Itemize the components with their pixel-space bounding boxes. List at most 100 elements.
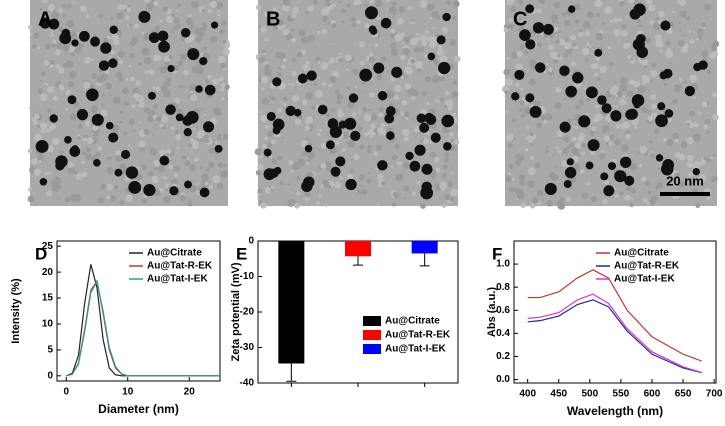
texture <box>85 153 92 160</box>
nanoparticle <box>98 60 110 71</box>
texture <box>688 30 692 33</box>
texture <box>189 94 198 102</box>
texture <box>277 155 283 161</box>
texture <box>292 6 300 14</box>
nanoparticle <box>165 104 176 115</box>
texture <box>595 32 604 41</box>
texture <box>582 21 591 29</box>
texture <box>424 54 428 58</box>
nanoparticle <box>661 162 674 176</box>
texture <box>201 26 207 32</box>
texture <box>109 94 112 97</box>
texture <box>529 131 535 137</box>
texture <box>507 172 511 176</box>
nanoparticle <box>143 183 156 197</box>
texture <box>591 126 597 132</box>
texture <box>704 118 711 125</box>
texture <box>585 126 588 130</box>
texture <box>589 44 592 48</box>
texture <box>571 136 577 142</box>
nanoparticle <box>35 139 49 153</box>
texture <box>641 74 647 81</box>
nanoparticle <box>534 62 546 73</box>
texture <box>203 113 207 117</box>
nanoparticle <box>529 105 542 118</box>
texture <box>369 81 373 84</box>
texture <box>77 133 80 137</box>
texture <box>370 114 378 121</box>
texture <box>347 140 356 148</box>
y-tick-label: 0.6 <box>496 305 510 316</box>
texture <box>695 203 701 209</box>
texture <box>123 8 128 12</box>
texture <box>335 89 340 94</box>
texture <box>665 50 674 59</box>
x-tick-label: 450 <box>550 389 567 400</box>
nanoparticle <box>187 48 200 61</box>
texture <box>711 45 717 51</box>
texture <box>657 10 665 18</box>
legend-label: Au@Tat-I-EK <box>147 274 208 285</box>
legend-label: Au@Tat-R-EK <box>614 261 680 272</box>
legend-swatch <box>363 330 381 340</box>
texture <box>451 91 459 98</box>
texture <box>170 126 175 131</box>
texture <box>686 154 694 162</box>
texture <box>322 14 328 21</box>
texture <box>527 167 536 176</box>
y-tick-label: 15 <box>42 293 54 304</box>
texture <box>436 49 444 56</box>
texture <box>625 185 631 192</box>
texture <box>84 56 92 64</box>
texture <box>519 100 525 106</box>
texture <box>85 147 91 153</box>
texture <box>712 153 716 157</box>
texture <box>336 99 341 105</box>
nanoparticle <box>364 6 378 20</box>
y-axis-label: Intensity (%) <box>10 278 22 344</box>
texture <box>678 0 686 7</box>
texture <box>556 130 564 138</box>
texture <box>127 144 130 147</box>
texture <box>369 52 374 57</box>
texture <box>33 168 41 176</box>
nanoparticle <box>373 62 385 74</box>
texture <box>400 54 406 61</box>
texture <box>129 23 133 27</box>
texture <box>411 18 415 22</box>
texture <box>630 188 637 194</box>
texture <box>594 55 601 62</box>
texture <box>223 164 227 167</box>
texture <box>545 113 553 121</box>
texture <box>420 202 426 209</box>
texture <box>619 191 624 196</box>
nanoparticle <box>585 161 594 170</box>
nanoparticle <box>655 154 664 162</box>
texture <box>109 194 117 202</box>
texture <box>548 44 554 51</box>
texture <box>545 63 549 66</box>
nanoparticle <box>625 109 636 120</box>
texture <box>564 20 571 27</box>
texture <box>583 87 586 91</box>
texture <box>651 112 657 118</box>
texture <box>586 112 590 116</box>
texture <box>510 6 517 13</box>
texture <box>669 61 672 65</box>
texture <box>195 35 203 43</box>
texture <box>147 170 154 177</box>
y-tick-label: -20 <box>240 307 255 318</box>
texture <box>344 54 352 62</box>
texture <box>42 0 48 4</box>
texture <box>504 90 509 95</box>
texture <box>117 50 125 58</box>
texture <box>31 117 37 122</box>
texture <box>305 60 310 65</box>
texture <box>637 85 646 94</box>
texture <box>275 51 282 58</box>
texture <box>449 131 454 137</box>
texture <box>691 177 695 182</box>
texture <box>532 197 539 204</box>
texture <box>143 128 150 136</box>
nanoparticle <box>344 117 357 130</box>
